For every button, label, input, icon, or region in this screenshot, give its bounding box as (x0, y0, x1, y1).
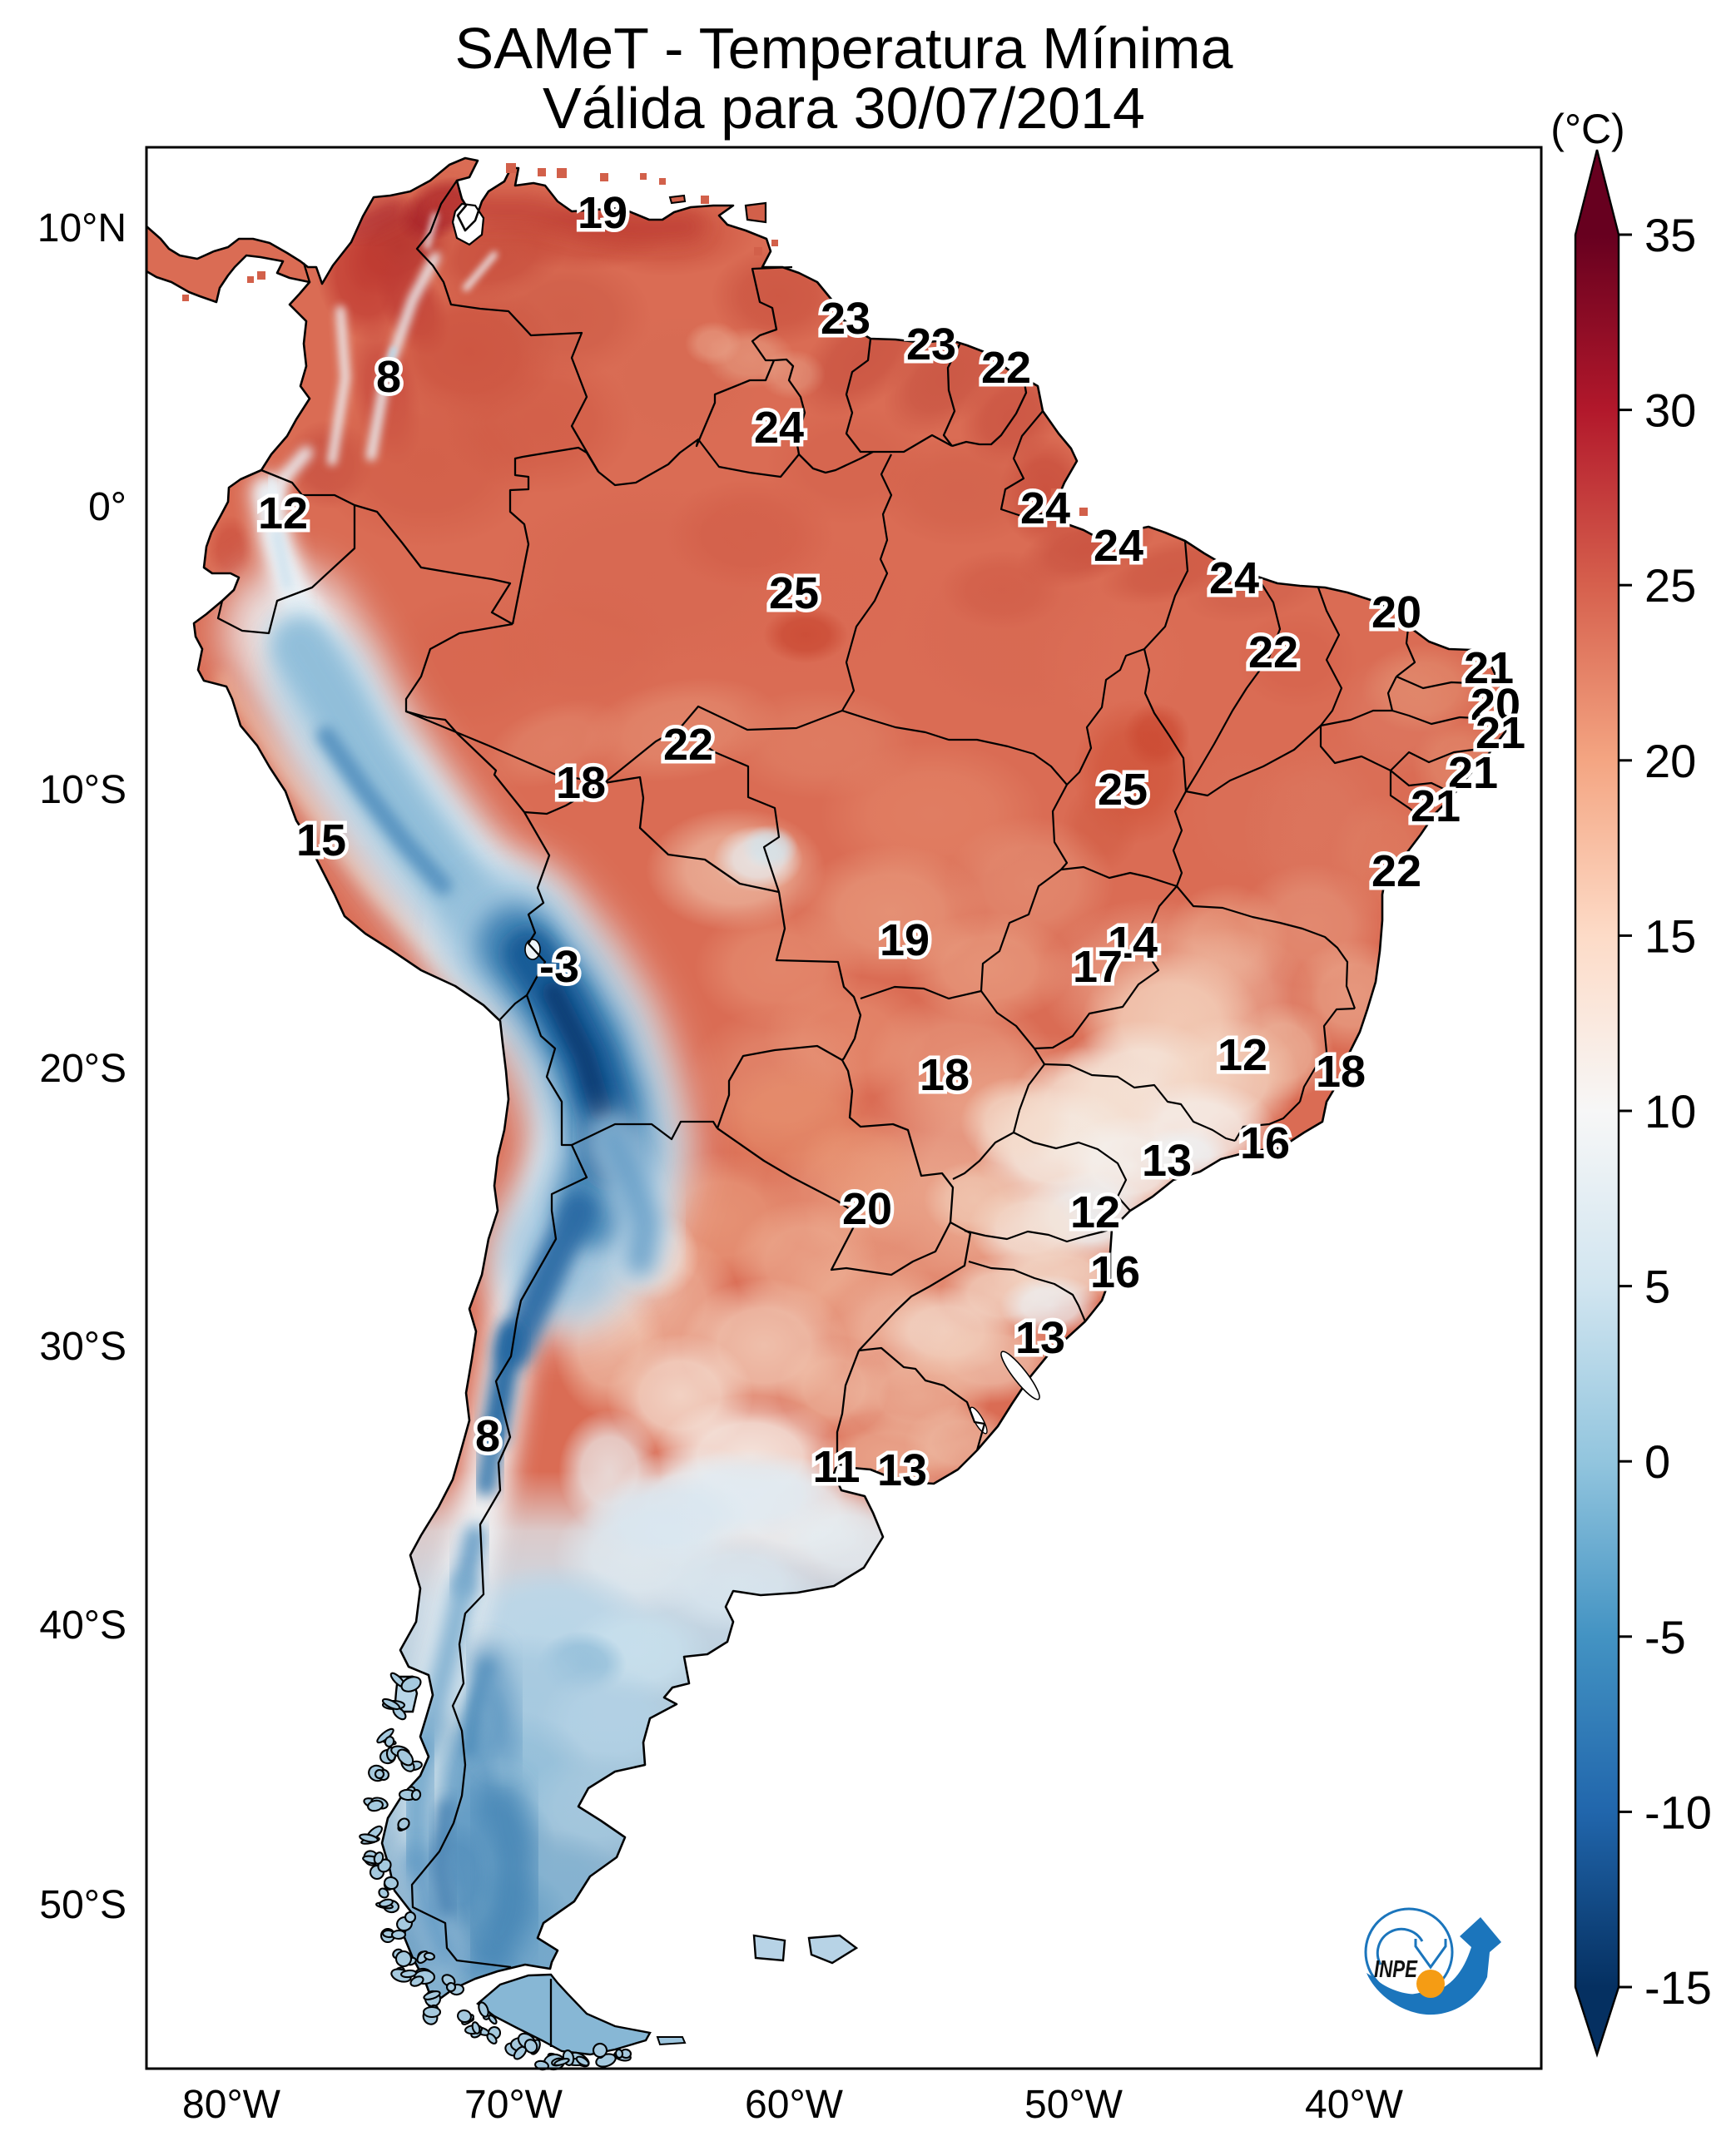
svg-text:22: 22 (981, 343, 1031, 393)
svg-text:11: 11 (812, 1442, 860, 1492)
svg-text:18: 18 (1316, 1047, 1366, 1097)
svg-text:30°S: 30°S (39, 1325, 126, 1369)
svg-text:50°S: 50°S (39, 1883, 126, 1927)
svg-text:23: 23 (821, 294, 870, 344)
svg-text:12: 12 (1070, 1187, 1120, 1237)
svg-text:16: 16 (1240, 1118, 1290, 1168)
svg-text:20: 20 (1471, 680, 1520, 730)
svg-text:21: 21 (1411, 781, 1461, 831)
svg-text:10: 10 (1644, 1085, 1696, 1137)
svg-text:24: 24 (754, 403, 804, 453)
svg-text:19: 19 (880, 915, 930, 965)
svg-text:5: 5 (1644, 1261, 1670, 1313)
svg-text:16: 16 (1090, 1247, 1140, 1297)
svg-text:15: 15 (296, 815, 346, 865)
svg-text:13: 13 (1015, 1313, 1065, 1363)
svg-text:24: 24 (1094, 521, 1143, 571)
svg-text:-10: -10 (1644, 1786, 1712, 1838)
svg-text:15: 15 (1644, 909, 1696, 962)
svg-text:24: 24 (1020, 483, 1070, 533)
svg-text:-5: -5 (1644, 1611, 1686, 1663)
svg-text:8: 8 (376, 352, 401, 402)
svg-text:21: 21 (1476, 708, 1525, 758)
svg-text:23: 23 (906, 320, 956, 369)
svg-text:35: 35 (1644, 209, 1696, 261)
svg-text:18: 18 (920, 1050, 970, 1100)
svg-text:60°W: 60°W (745, 2083, 844, 2127)
svg-text:25: 25 (1644, 559, 1696, 612)
svg-text:-3: -3 (539, 942, 579, 992)
svg-text:8: 8 (475, 1411, 500, 1461)
svg-text:12: 12 (1218, 1030, 1267, 1080)
svg-text:20°S: 20°S (39, 1047, 126, 1091)
svg-text:25: 25 (1098, 765, 1148, 815)
svg-text:30: 30 (1644, 384, 1696, 437)
svg-text:17: 17 (1073, 942, 1123, 992)
svg-text:22: 22 (1371, 846, 1421, 896)
svg-text:40°S: 40°S (39, 1603, 126, 1648)
svg-text:20: 20 (1644, 735, 1696, 787)
svg-text:50°W: 50°W (1024, 2083, 1123, 2127)
svg-text:(°C): (°C) (1550, 106, 1624, 152)
svg-text:22: 22 (1248, 627, 1298, 677)
svg-text:40°W: 40°W (1305, 2083, 1404, 2127)
svg-text:20: 20 (842, 1184, 892, 1234)
svg-text:10°S: 10°S (39, 768, 126, 812)
svg-text:80°W: 80°W (182, 2083, 281, 2127)
svg-text:19: 19 (578, 188, 627, 238)
svg-text:22: 22 (663, 720, 713, 770)
svg-text:25: 25 (769, 568, 819, 618)
svg-text:SAMeT - Temperatura Mínima: SAMeT - Temperatura Mínima (455, 16, 1233, 81)
svg-text:INPE: INPE (1374, 1956, 1418, 1983)
svg-text:0°: 0° (88, 485, 126, 529)
svg-text:70°W: 70°W (464, 2083, 563, 2127)
svg-text:-15: -15 (1644, 1961, 1712, 2014)
svg-text:Válida para 30/07/2014: Válida para 30/07/2014 (543, 76, 1145, 141)
svg-text:10°N: 10°N (37, 206, 126, 250)
svg-text:24: 24 (1209, 553, 1259, 603)
svg-text:14: 14 (1108, 918, 1158, 968)
svg-text:0: 0 (1644, 1435, 1670, 1488)
svg-text:20: 20 (1371, 587, 1421, 637)
svg-text:18: 18 (556, 758, 606, 808)
svg-text:21: 21 (1464, 643, 1514, 693)
svg-text:21: 21 (1448, 748, 1498, 798)
svg-text:12: 12 (258, 488, 308, 538)
svg-text:13: 13 (1142, 1136, 1192, 1186)
svg-text:13: 13 (877, 1445, 927, 1495)
